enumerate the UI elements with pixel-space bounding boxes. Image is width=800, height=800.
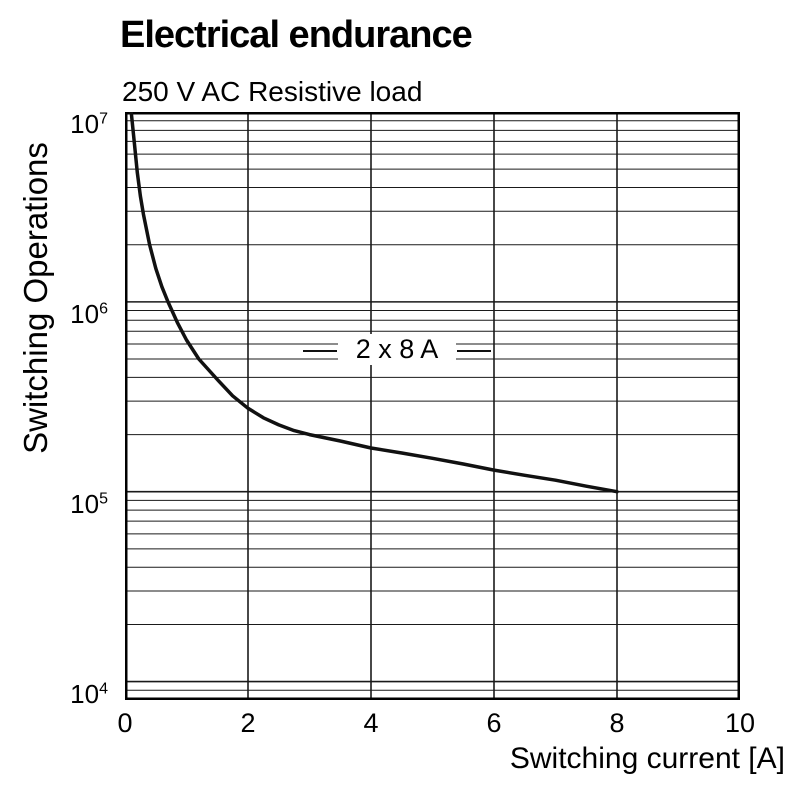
x-tick-label: 8	[609, 708, 625, 738]
y-tick-label: 107	[70, 109, 108, 139]
y-tick-label: 105	[70, 488, 108, 519]
y-axis-label: Switching Operations	[17, 142, 54, 454]
x-tick-label: 10	[724, 708, 756, 738]
curve-label: 2 x 8 A	[338, 334, 456, 365]
x-tick-label: 6	[486, 708, 502, 738]
x-tick-label: 2	[240, 708, 256, 738]
curve-label-leader-left	[303, 350, 337, 352]
chart-subtitle: 250 V AC Resistive load	[122, 76, 423, 107]
x-tick-label: 4	[363, 708, 379, 738]
plot-area	[125, 112, 740, 700]
chart-title: Electrical endurance	[120, 14, 473, 56]
curve-label-leader-right	[457, 350, 491, 352]
y-tick-label: 104	[70, 678, 108, 709]
x-axis-label: Switching current [A]	[509, 742, 785, 775]
y-tick-label: 106	[70, 298, 108, 329]
x-tick-label: 0	[117, 708, 133, 738]
endurance-curve	[129, 112, 619, 494]
plot-border	[125, 112, 740, 700]
